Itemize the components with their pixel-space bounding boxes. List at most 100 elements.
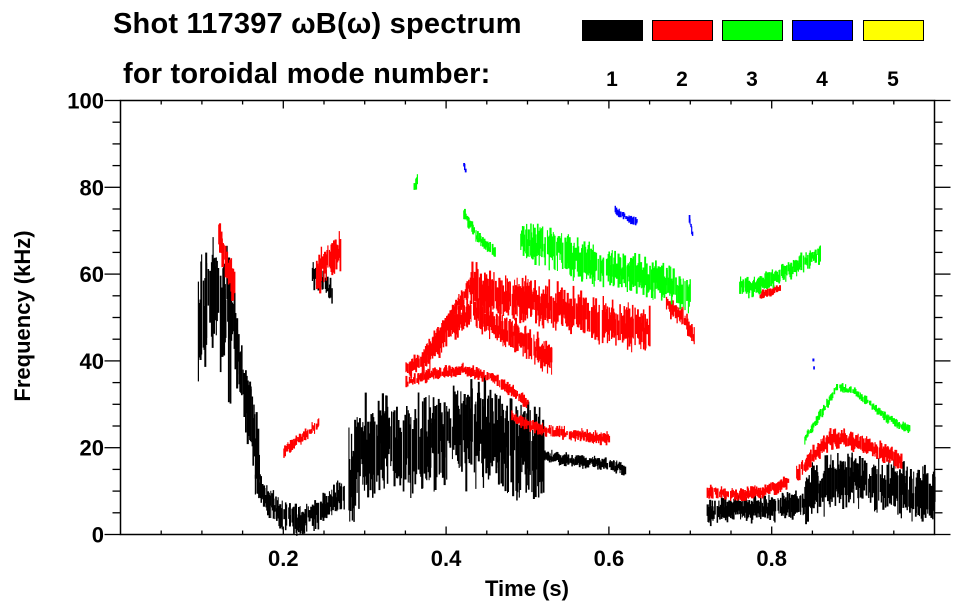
spectral-mark [576, 306, 579, 327]
spectral-mark [772, 285, 774, 295]
spectral-mark [502, 380, 504, 390]
spectral-mark [879, 474, 882, 492]
spectral-mark [313, 505, 315, 531]
spectral-mark [295, 503, 297, 533]
spectral-mark [512, 384, 514, 397]
spectral-mark [528, 422, 530, 429]
spectral-mark [577, 246, 580, 277]
spectral-mark [542, 422, 544, 435]
spectral-mark [319, 258, 322, 294]
spectral-mark [576, 431, 578, 437]
spectral-mark [636, 219, 638, 223]
spectral-mark [601, 259, 603, 276]
spectral-mark [900, 424, 903, 429]
spectral-mark [817, 415, 819, 424]
spectral-mark [574, 248, 576, 270]
spectral-mark [217, 268, 220, 313]
spectral-mark [627, 302, 629, 338]
spectral-mark [588, 460, 590, 468]
spectral-mark [540, 229, 542, 249]
spectral-mark [849, 387, 851, 391]
spectral-mark [785, 266, 787, 282]
spectral-mark [493, 375, 495, 381]
spectral-mark [746, 486, 749, 498]
spectral-mark [327, 245, 329, 268]
spectral-mark [884, 411, 886, 419]
spectral-mark [730, 500, 732, 519]
spectral-mark [823, 470, 825, 517]
spectral-mark [742, 490, 745, 501]
spectral-mark [472, 224, 474, 235]
spectral-mark [498, 405, 500, 462]
spectral-mark [783, 266, 785, 279]
spectral-mark [518, 425, 520, 498]
spectral-mark [801, 461, 803, 469]
spectral-mark [328, 284, 331, 299]
spectral-mark [439, 367, 441, 378]
spectral-mark [487, 311, 490, 326]
spectral-mark [526, 399, 529, 405]
spectral-mark [455, 366, 458, 376]
spectral-mark [878, 407, 880, 415]
spectral-mark [598, 435, 600, 444]
spectral-mark [472, 271, 474, 288]
spectral-mark [796, 465, 798, 479]
spectral-mark [861, 396, 863, 401]
spectral-mark [549, 453, 551, 460]
spectral-mark [760, 278, 762, 293]
spectral-mark [777, 498, 779, 511]
spectral-mark [584, 245, 586, 272]
spectral-mark [235, 322, 237, 355]
spectral-mark [810, 429, 812, 434]
spectral-mark [734, 497, 736, 513]
spectral-mark [559, 244, 561, 260]
spectral-mark [596, 307, 597, 327]
mode-1-feature [543, 449, 627, 476]
spectral-mark [477, 237, 480, 243]
mode-1-feature [804, 452, 936, 525]
spectral-mark [478, 301, 480, 329]
spectral-mark [422, 371, 424, 380]
spectral-mark [446, 315, 449, 325]
spectral-mark [594, 430, 597, 442]
spectral-mark [341, 483, 343, 509]
spectral-mark [581, 305, 583, 321]
spectral-mark [719, 489, 722, 495]
spectral-mark [477, 300, 479, 319]
spectral-mark [858, 395, 861, 400]
spectral-mark [571, 252, 573, 270]
spectral-mark [591, 250, 594, 284]
spectral-mark [509, 281, 511, 302]
spectral-mark [888, 449, 891, 463]
spectral-mark [461, 312, 463, 331]
spectral-mark [608, 251, 610, 276]
spectral-mark [754, 485, 756, 497]
spectral-mark [835, 468, 837, 490]
spectral-mark [900, 453, 903, 469]
spectral-mark [473, 298, 475, 316]
spectral-mark [464, 410, 466, 464]
spectral-mark [753, 279, 755, 289]
spectral-mark [676, 306, 678, 324]
spectral-mark [761, 276, 763, 287]
spectral-mark [463, 312, 466, 323]
spectral-mark [449, 365, 451, 376]
spectral-mark [765, 488, 767, 493]
spectral-mark [464, 366, 467, 375]
spectral-mark [880, 478, 882, 503]
spectral-mark [206, 263, 208, 345]
spectral-mark [202, 280, 205, 348]
spectral-mark [430, 343, 433, 356]
spectral-mark [617, 209, 619, 216]
spectral-mark [811, 252, 813, 259]
spectral-mark [838, 468, 841, 504]
spectral-mark [440, 414, 442, 473]
spectral-mark [478, 277, 480, 301]
spectral-mark [541, 293, 543, 326]
spectral-mark [462, 400, 465, 441]
spectral-mark [492, 280, 494, 310]
spectral-mark [617, 463, 619, 468]
spectral-mark [386, 406, 389, 484]
spectral-mark [505, 319, 507, 348]
spectral-mark [489, 389, 492, 463]
